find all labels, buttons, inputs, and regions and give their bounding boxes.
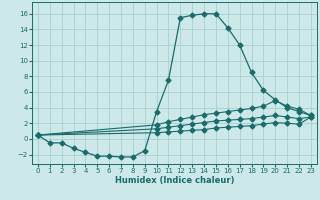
X-axis label: Humidex (Indice chaleur): Humidex (Indice chaleur) (115, 176, 234, 185)
